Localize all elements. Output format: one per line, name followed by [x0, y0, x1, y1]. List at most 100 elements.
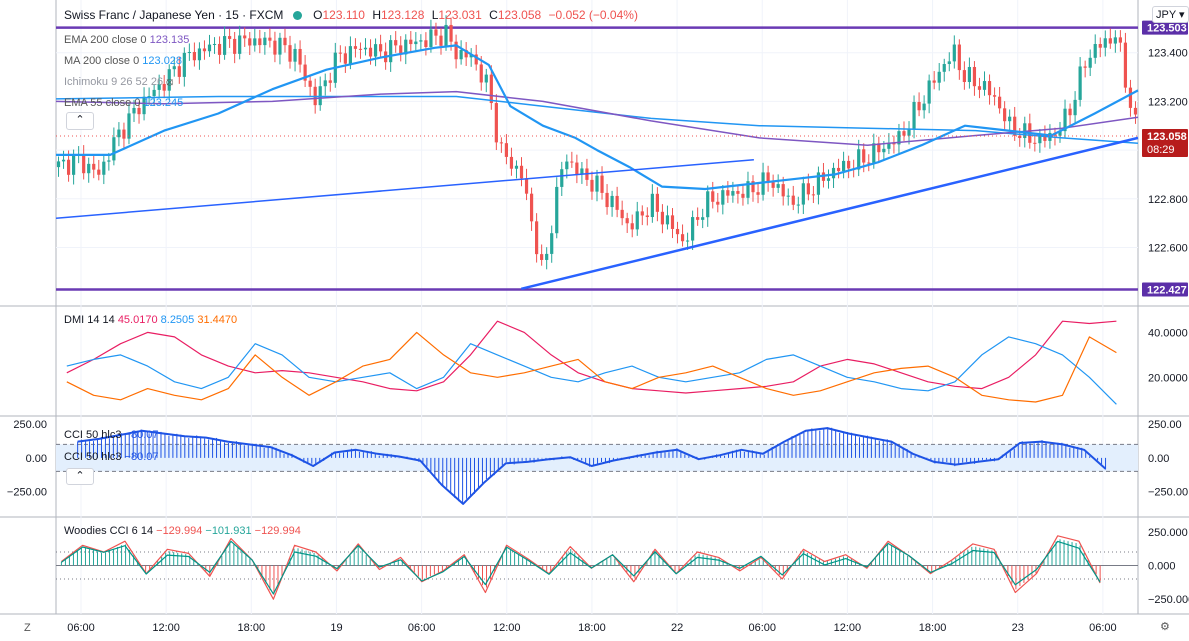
candle-body	[786, 195, 790, 197]
candle-body	[102, 161, 106, 175]
currency-button[interactable]: JPY ▾	[1152, 6, 1189, 23]
time-tick-label: 18:00	[238, 622, 266, 634]
candle-body	[1018, 135, 1022, 139]
candle-body	[228, 36, 232, 39]
candle-body	[489, 74, 493, 104]
candle-body	[841, 160, 846, 172]
candle-body	[192, 52, 196, 61]
low-value: 123.031	[438, 8, 482, 22]
candle-body	[207, 44, 212, 52]
dmi-series-2	[66, 331, 1117, 403]
candle-body	[1108, 38, 1112, 44]
candle-body	[1093, 44, 1097, 58]
candle-body	[570, 161, 574, 163]
candle-body	[952, 44, 956, 62]
candle-body	[1078, 66, 1082, 100]
support-price-tag-label: 122.427	[1147, 285, 1187, 297]
candle-body	[882, 148, 886, 153]
candle-body	[706, 191, 710, 218]
candle-body	[61, 159, 66, 162]
candle-body	[182, 52, 186, 77]
candle-body	[826, 178, 831, 181]
candle-body	[127, 113, 131, 139]
candle-body	[469, 54, 473, 58]
cci-line	[77, 427, 1107, 505]
candle-body	[429, 29, 433, 47]
candle-body	[655, 193, 659, 212]
candle-body	[409, 39, 413, 45]
candle-body	[836, 167, 841, 172]
candle-body	[660, 211, 665, 225]
candle-body	[937, 71, 941, 83]
indicator-ema55[interactable]: EMA 55 close 0 123.245	[64, 97, 184, 109]
candle-body	[691, 217, 695, 241]
candle-body	[575, 162, 579, 175]
candle-body	[620, 209, 624, 219]
candle-body	[137, 107, 141, 115]
candle-body	[273, 40, 277, 55]
candle-body	[1033, 142, 1037, 144]
collapse-legend-button[interactable]: ⌃	[66, 112, 94, 130]
candle-body	[248, 38, 252, 46]
candle-body	[1003, 108, 1007, 122]
candle-body	[600, 175, 604, 193]
candle-body	[962, 70, 966, 83]
candle-body	[87, 163, 91, 174]
candle-body	[595, 175, 599, 192]
candle-body	[907, 128, 911, 136]
candle-body	[982, 81, 987, 90]
resistance-price-tag	[1142, 20, 1188, 35]
time-tick-label: 06:00	[67, 622, 95, 634]
woodies-tick-label: 0.000	[1148, 561, 1176, 573]
zoom-reset-button[interactable]: Z	[24, 622, 31, 634]
dmi-legend[interactable]: DMI 14 14 45.0170 8.2505 31.4470	[64, 314, 238, 326]
candle-body	[338, 52, 342, 54]
candle-body	[927, 80, 931, 104]
candle-body	[519, 165, 524, 179]
time-tick-label: 18:00	[919, 622, 947, 634]
candle-body	[625, 218, 629, 224]
close-value: 123.058	[497, 8, 542, 22]
candle-body	[635, 211, 639, 230]
candle-body	[721, 190, 725, 205]
candle-body	[147, 96, 151, 98]
cci-legend[interactable]: CCI 50 hlc3 −80.07 CCI 50 hlc3 −80.07	[64, 429, 159, 463]
candle-body	[862, 149, 866, 163]
candle-body	[394, 40, 398, 46]
candle-body	[831, 167, 836, 179]
candle-body	[675, 228, 680, 235]
candle-body	[353, 46, 358, 49]
settings-gear-icon[interactable]: ⚙	[1160, 621, 1170, 633]
time-tick-label: 06:00	[408, 622, 436, 634]
candle-body	[555, 186, 559, 234]
candle-body	[278, 37, 282, 55]
candle-body	[615, 195, 619, 210]
candle-body	[484, 74, 488, 83]
candle-body	[162, 83, 166, 91]
collapse-cci-legend-button[interactable]: ⌃	[66, 468, 94, 485]
candle-body	[323, 80, 327, 87]
candle-body	[253, 38, 257, 46]
indicator-ma200[interactable]: MA 200 close 0 123.028	[64, 55, 183, 67]
cci-tick-label-right: 250.00	[1148, 419, 1182, 431]
candle-body	[243, 35, 247, 39]
candle-body	[504, 143, 509, 157]
candle-body	[258, 38, 262, 46]
trendline	[55, 159, 754, 219]
indicator-ichimoku[interactable]: Ichimoku 9 26 52 26 ⦻	[64, 76, 174, 88]
candle-body	[580, 168, 584, 175]
candle-body	[524, 178, 529, 194]
candle-body	[897, 131, 901, 145]
candle-body	[202, 48, 207, 52]
indicator-ema200[interactable]: EMA 200 close 0 123.135	[64, 34, 190, 46]
candle-body	[444, 24, 448, 46]
candle-body	[565, 161, 569, 170]
candle-body	[1058, 131, 1062, 136]
woodies-legend[interactable]: Woodies CCI 6 14 −129.994 −101.931 −129.…	[64, 525, 301, 537]
ichimoku-hidden-icon[interactable]: ⦻	[166, 76, 174, 88]
candle-body	[379, 44, 383, 52]
candle-body	[680, 234, 685, 242]
candle-body	[529, 193, 534, 222]
time-tick-label: 23	[1012, 622, 1024, 634]
